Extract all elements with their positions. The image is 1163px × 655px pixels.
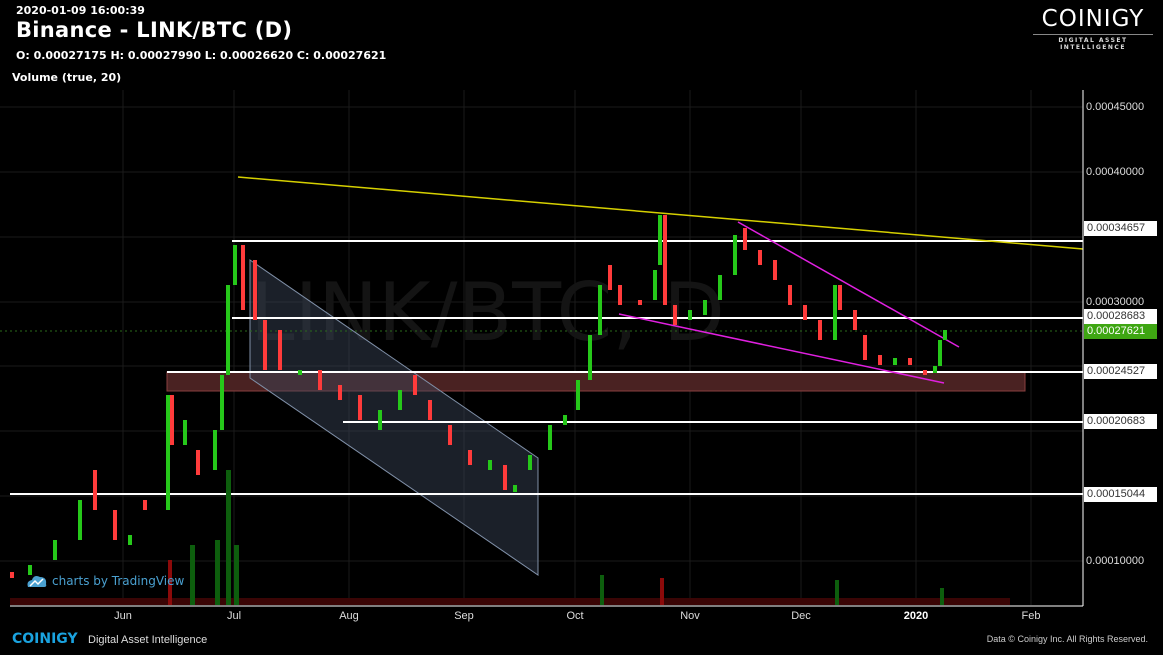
volume-bars bbox=[10, 470, 1010, 605]
x-tick: Jun bbox=[114, 610, 132, 622]
level-tag: 0.00028683 bbox=[1084, 309, 1157, 324]
x-tick: Oct bbox=[566, 610, 584, 622]
level-tag: 0.00015044 bbox=[1084, 487, 1157, 502]
tradingview-cloud-icon bbox=[27, 576, 47, 587]
footer-brand: COINIGY bbox=[12, 631, 78, 647]
logo-divider bbox=[1033, 34, 1153, 35]
x-tick: Feb bbox=[1021, 610, 1041, 622]
last-price-tag: 0.00027621 bbox=[1084, 324, 1157, 339]
level-tag: 0.00034657 bbox=[1084, 221, 1157, 236]
timestamp: 2020-01-09 16:00:39 bbox=[16, 4, 145, 17]
x-tick: Dec bbox=[791, 610, 811, 622]
volume-indicator-label[interactable]: Volume (true, 20) bbox=[12, 71, 122, 84]
watermark: LINK/BTC, D bbox=[250, 266, 725, 359]
y-tick: 0.00040000 bbox=[1086, 166, 1145, 178]
yellow-trendline[interactable] bbox=[237, 176, 1084, 250]
tradingview-attribution[interactable]: charts by TradingView bbox=[26, 574, 184, 588]
copyright: Data © Coinigy Inc. All Rights Reserved. bbox=[986, 634, 1148, 644]
grid bbox=[0, 90, 1083, 605]
descending-channel[interactable] bbox=[249, 259, 539, 576]
chart-title: Binance - LINK/BTC (D) bbox=[16, 18, 293, 42]
tradingview-text: charts by TradingView bbox=[52, 574, 185, 588]
brand-name: COINIGY bbox=[1041, 6, 1145, 32]
x-tick: 2020 bbox=[903, 610, 929, 622]
level-tag: 0.00024527 bbox=[1084, 364, 1157, 379]
x-tick: Sep bbox=[454, 610, 474, 622]
x-tick: Jul bbox=[226, 610, 242, 622]
y-tick: 0.00010000 bbox=[1086, 555, 1145, 567]
y-tick: 0.00030000 bbox=[1086, 296, 1145, 308]
ohlc-values: O: 0.00027175 H: 0.00027990 L: 0.0002662… bbox=[16, 49, 387, 62]
wedge-upper-line[interactable] bbox=[737, 221, 960, 348]
brand-tagline: DIGITAL ASSET INTELLIGENCE bbox=[1058, 37, 1128, 51]
footer-tagline: Digital Asset Intelligence bbox=[88, 634, 208, 646]
x-tick: Nov bbox=[680, 610, 700, 622]
x-tick: Aug bbox=[339, 610, 359, 622]
wedge-lower-line[interactable] bbox=[618, 313, 945, 384]
coinigy-logo: COINIGY DIGITAL ASSET INTELLIGENCE bbox=[1029, 6, 1157, 51]
level-tag: 0.00020683 bbox=[1084, 414, 1157, 429]
y-tick: 0.00045000 bbox=[1086, 101, 1145, 113]
candles bbox=[10, 215, 947, 578]
